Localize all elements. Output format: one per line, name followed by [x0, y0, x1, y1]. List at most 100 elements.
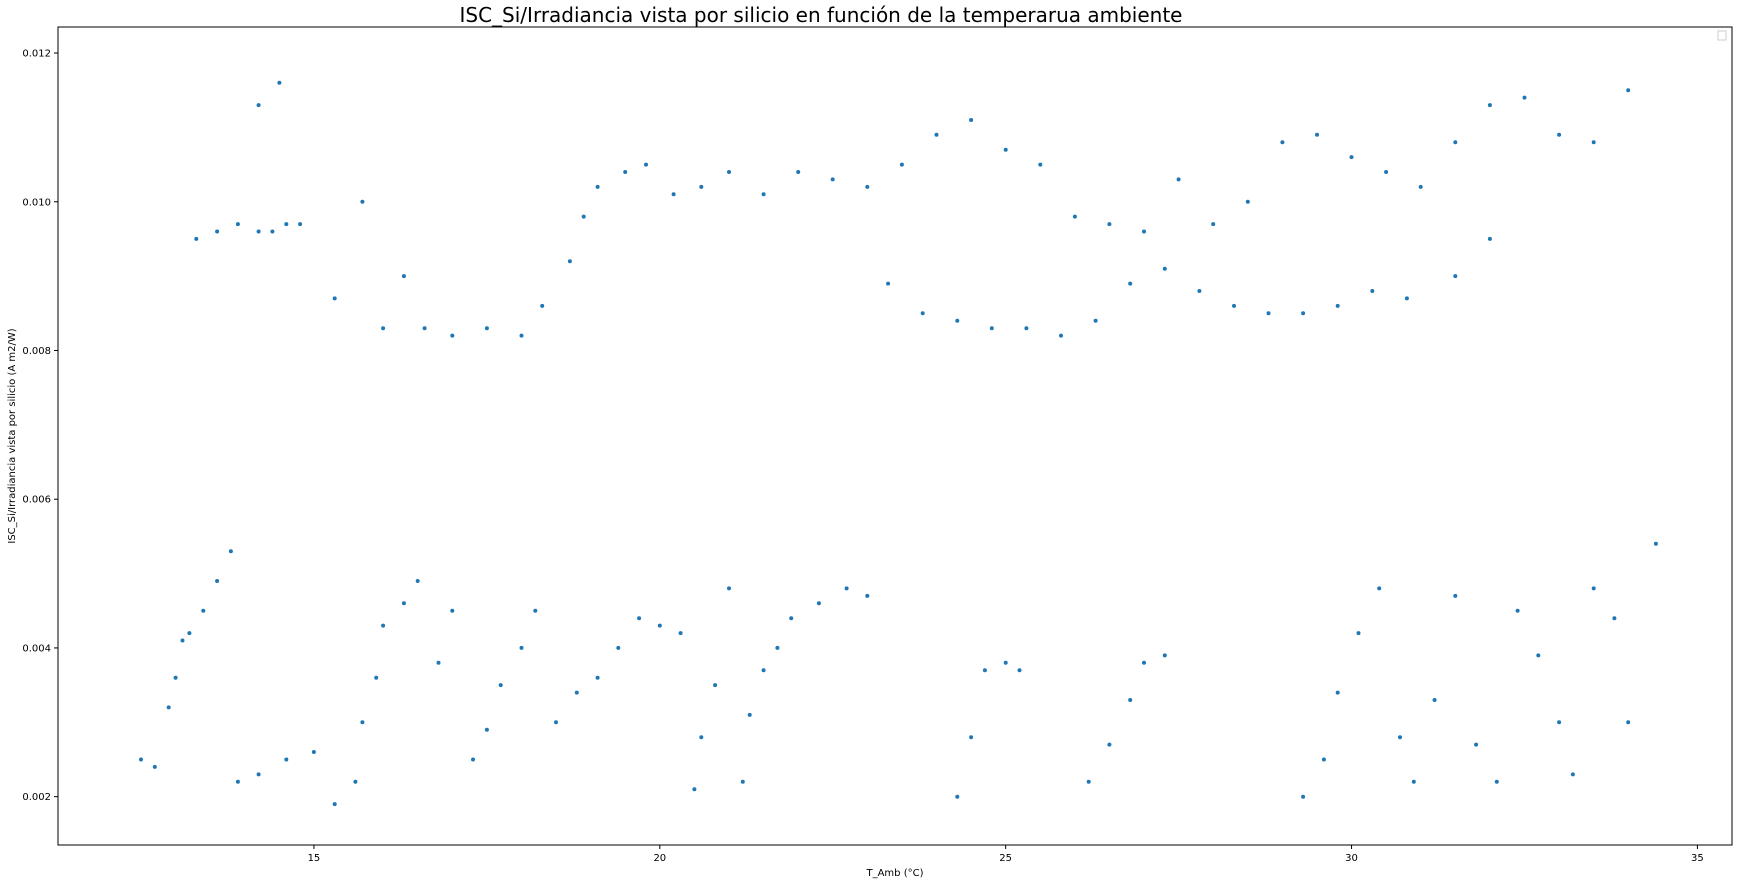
data-point [1626, 88, 1631, 93]
data-point [1176, 177, 1181, 182]
data-point [353, 779, 358, 784]
data-point [616, 645, 621, 650]
data-point [360, 199, 365, 204]
data-point [1107, 742, 1112, 747]
data-point [1557, 132, 1562, 137]
data-point [540, 303, 545, 308]
data-point [789, 616, 794, 621]
data-point [644, 162, 648, 167]
legend-box [1717, 30, 1727, 41]
data-point [1162, 653, 1167, 658]
data-point [139, 757, 143, 762]
data-point [1128, 281, 1133, 286]
data-point [332, 802, 337, 807]
data-point [623, 170, 628, 174]
data-point [1059, 333, 1063, 338]
data-point [1432, 698, 1437, 702]
data-point [1162, 266, 1167, 271]
y-tick-label: 0.002 [22, 792, 51, 803]
data-point [775, 645, 780, 650]
x-tick-label: 25 [999, 853, 1012, 864]
data-point [1453, 274, 1458, 279]
data-point [284, 222, 289, 227]
data-point [920, 311, 925, 316]
data-point [1211, 222, 1216, 227]
data-point [1245, 199, 1250, 204]
data-point [1266, 311, 1271, 316]
data-point [692, 787, 697, 792]
data-point [484, 326, 489, 331]
data-point [1557, 720, 1562, 725]
data-point [1398, 735, 1402, 740]
data-point [1086, 779, 1091, 784]
data-point [740, 779, 745, 784]
x-tick-label: 35 [1691, 853, 1704, 864]
data-point [699, 735, 704, 740]
data-point [1377, 586, 1382, 591]
data-point [471, 757, 475, 762]
data-point [401, 601, 406, 606]
data-point [311, 750, 316, 754]
y-tick-label: 0.008 [22, 346, 51, 357]
data-point [215, 579, 220, 583]
data-point [401, 274, 406, 279]
data-point [934, 132, 939, 137]
data-point [1107, 222, 1112, 227]
data-point [381, 623, 386, 628]
data-point [678, 631, 683, 636]
data-point [519, 333, 524, 338]
data-point [1301, 311, 1306, 316]
data-point [1591, 140, 1596, 145]
data-point [1003, 660, 1008, 665]
data-point [436, 660, 441, 665]
data-point [1418, 184, 1423, 189]
data-point [1335, 303, 1340, 308]
data-point [374, 675, 379, 680]
data-point [422, 326, 427, 331]
data-point [1474, 742, 1479, 747]
data-point [1515, 608, 1520, 613]
data-point [201, 608, 206, 613]
data-point [215, 229, 220, 234]
x-axis-ticks: 15 20 25 30 35 [308, 845, 1704, 864]
data-point [554, 720, 558, 725]
data-point [450, 333, 455, 338]
data-point [484, 727, 489, 732]
data-point [1335, 690, 1340, 695]
data-point [1315, 132, 1319, 137]
data-point [1349, 155, 1354, 160]
data-point [298, 222, 303, 227]
data-point [1038, 162, 1043, 167]
data-point [284, 757, 289, 762]
data-point [173, 675, 178, 680]
x-tick-label: 20 [653, 853, 666, 864]
data-point [1411, 779, 1416, 784]
data-point [332, 296, 337, 301]
data-point [1570, 772, 1575, 777]
data-point [360, 720, 365, 725]
data-point [1128, 698, 1133, 702]
data-point [1142, 660, 1146, 665]
y-tick-label: 0.012 [22, 49, 51, 60]
data-point [955, 318, 960, 323]
data-point [519, 645, 524, 650]
data-point [256, 229, 261, 234]
data-point [415, 579, 420, 583]
data-point [567, 259, 572, 264]
x-axis-label: T_Amb (°C) [865, 868, 923, 879]
data-point [1003, 147, 1008, 152]
data-point [1384, 170, 1389, 174]
y-tick-label: 0.006 [22, 495, 51, 506]
data-point [1453, 593, 1458, 598]
data-point [1612, 616, 1617, 621]
data-point [796, 170, 801, 174]
data-point [152, 764, 157, 769]
y-tick-label: 0.004 [22, 643, 51, 654]
data-point [498, 683, 503, 688]
data-point [830, 177, 835, 182]
data-point [865, 184, 870, 189]
data-point [761, 668, 766, 673]
data-point [727, 170, 731, 174]
data-point [816, 601, 821, 606]
data-point [1301, 794, 1306, 799]
